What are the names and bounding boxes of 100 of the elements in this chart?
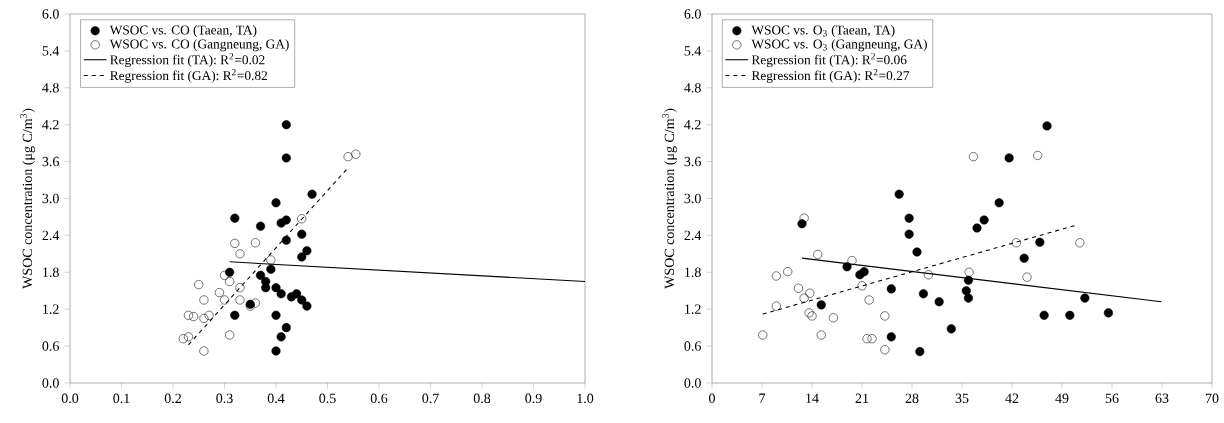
point: [894, 189, 904, 199]
y-tick-label: 6.0: [684, 9, 701, 19]
point: [880, 345, 890, 355]
point: [297, 214, 307, 224]
point: [219, 295, 230, 305]
x-tick-label: 0.9: [525, 393, 542, 404]
point: [307, 189, 317, 199]
y-tick-label: 2.4: [42, 230, 60, 241]
x-tick-label: 7: [759, 393, 766, 403]
point: [915, 347, 925, 357]
y-tick-label: 4.8: [684, 83, 701, 93]
point: [271, 283, 281, 293]
point: [271, 346, 281, 356]
legend-label: Regression fit (TA): R$^{2}$=0.06: [751, 53, 907, 68]
y-tick-label: 0.6: [42, 341, 59, 351]
y-tick-label: 3.6: [684, 156, 701, 167]
point: [235, 283, 245, 293]
x-tick-label: 0.1: [113, 393, 130, 404]
point: [183, 332, 193, 342]
point: [199, 346, 209, 356]
point: [302, 301, 312, 311]
point: [225, 330, 235, 340]
point: [771, 301, 781, 311]
point: [286, 292, 296, 302]
point: [1075, 238, 1085, 248]
point: [256, 221, 266, 231]
y-tick-label: 4.2: [42, 119, 59, 130]
x-tick-label: 14: [806, 393, 819, 403]
point: [816, 300, 826, 310]
y-axis-title: WSOC concentration (μg C/m$^{3}$): [662, 108, 677, 289]
y-tick-label: 1.8: [685, 267, 701, 278]
point: [281, 323, 291, 333]
point: [343, 152, 353, 162]
point: [281, 215, 291, 225]
legend-label: Regression fit (GA): R$^{2}$=0.27: [751, 68, 910, 83]
point: [199, 313, 209, 323]
x-tick-label: 0.2: [164, 393, 181, 404]
point: [1080, 293, 1090, 303]
y-tick-label: 1.2: [43, 304, 59, 314]
legend-label: WSOC vs. CO (Gangneung, GA): [109, 39, 289, 52]
point: [189, 312, 199, 322]
point: [1011, 238, 1021, 248]
point: [230, 213, 240, 223]
y-tick-label: 0.6: [684, 341, 701, 351]
point: [1019, 253, 1029, 263]
point: [276, 289, 286, 299]
point: [972, 223, 982, 233]
legend-label: WSOC vs. O$_{3}$ (Taean, TA): [751, 25, 895, 38]
point: [816, 330, 826, 340]
y-tick-label: 2.4: [684, 230, 702, 241]
point: [783, 267, 793, 277]
point: [799, 213, 809, 223]
point: [904, 213, 914, 223]
point: [178, 334, 188, 344]
x-tick-label: 1.0: [577, 393, 594, 404]
point: [266, 255, 276, 265]
point: [281, 120, 291, 130]
point: [886, 284, 896, 294]
point: [964, 267, 974, 277]
point: [230, 238, 240, 248]
point: [799, 293, 809, 303]
x-tick-label: 0.0: [61, 393, 79, 404]
x-tick-label: 0.5: [319, 393, 336, 404]
legend-label: Regression fit (GA): R$^{2}$=0.82: [110, 68, 268, 83]
y-tick-label: 3.0: [684, 193, 701, 204]
x-tick-label: 21: [855, 393, 869, 403]
point: [1042, 121, 1052, 131]
y-tick-label: 5.4: [42, 46, 60, 56]
point: [297, 229, 307, 239]
point: [235, 295, 245, 305]
x-tick-label: 56: [1105, 393, 1119, 404]
y-tick-label: 3.0: [42, 193, 59, 204]
point: [918, 289, 928, 299]
point: [266, 264, 276, 274]
point: [271, 198, 281, 208]
point: [912, 247, 922, 257]
point: [963, 293, 973, 303]
point: [867, 334, 877, 344]
y-tick-label: 0.0: [684, 378, 701, 388]
point: [219, 270, 230, 280]
point: [857, 281, 867, 291]
x-tick-label: 0.4: [267, 393, 285, 404]
point: [904, 229, 914, 239]
legend-label: WSOC vs. O$_{3}$ (Gangneung, GA): [751, 39, 927, 52]
x-tick-label: 35: [955, 393, 969, 404]
point: [1022, 272, 1032, 282]
point: [1065, 310, 1075, 320]
y-tick-label: 0.0: [42, 378, 59, 388]
x-tick-label: 0: [709, 393, 715, 404]
point: [805, 288, 815, 298]
x-tick-label: 0.6: [370, 393, 388, 404]
point: [276, 332, 286, 342]
point: [994, 198, 1004, 208]
x-tick-label: 0.3: [216, 393, 233, 404]
x-tick-label: 49: [1055, 393, 1069, 404]
point: [864, 295, 874, 305]
point: [771, 271, 781, 281]
point: [1004, 153, 1014, 163]
legend-label: Regression fit (TA): R$^{2}$=0.02: [110, 53, 265, 68]
point: [297, 295, 307, 305]
